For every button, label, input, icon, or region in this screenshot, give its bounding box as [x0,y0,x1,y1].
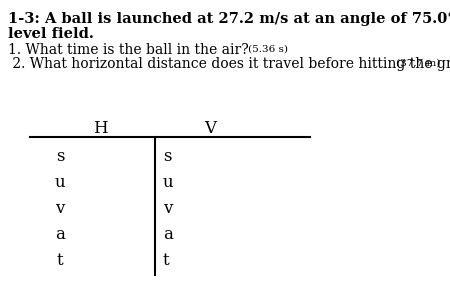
Text: level field.: level field. [8,27,94,41]
Text: u: u [163,174,174,191]
Text: (37.7 m): (37.7 m) [396,59,441,68]
Text: H: H [93,120,107,137]
Text: v: v [55,200,65,217]
Text: s: s [56,148,64,165]
Text: t: t [57,252,63,269]
Text: (5.36 s): (5.36 s) [248,45,288,54]
Text: V: V [204,120,216,137]
Text: 2. What horizontal distance does it travel before hitting the ground again?: 2. What horizontal distance does it trav… [8,57,450,71]
Text: 1-3: A ball is launched at 27.2 m/s at an angle of 75.0° above horizontal on a: 1-3: A ball is launched at 27.2 m/s at a… [8,12,450,26]
Text: a: a [55,226,65,243]
Text: v: v [163,200,172,217]
Text: u: u [55,174,65,191]
Text: 1. What time is the ball in the air?: 1. What time is the ball in the air? [8,43,253,57]
Text: t: t [163,252,170,269]
Text: a: a [163,226,173,243]
Text: s: s [163,148,171,165]
